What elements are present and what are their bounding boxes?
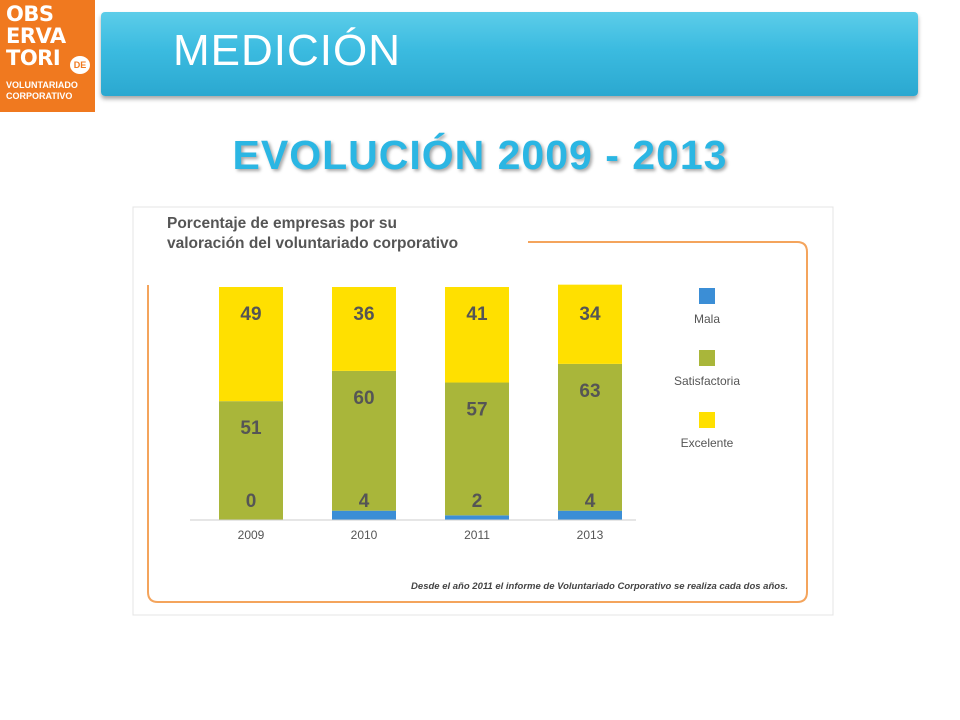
legend-swatch-mala: [699, 288, 715, 304]
data-label-excelente-2011: 41: [466, 304, 488, 325]
data-label-excelente-2013: 34: [579, 304, 601, 325]
bar-satisfactoria-2013: [558, 363, 622, 511]
x-ticks: 2009 2010 2011 2013: [238, 528, 604, 542]
header-banner: MEDICIÓN: [101, 12, 918, 96]
bar-satisfactoria-2010: [332, 370, 396, 511]
bar-excelente-2010: [332, 287, 396, 371]
bar-mala-2013: [558, 510, 622, 520]
legend-label-mala: Mala: [694, 312, 720, 326]
data-label-mala-2009: 0: [246, 491, 257, 512]
legend-swatch-satisfactoria: [699, 350, 715, 366]
data-label-satisfactoria-2013: 63: [579, 381, 600, 402]
chart-frame: [147, 241, 808, 603]
logo-line-1: OBS: [6, 2, 54, 26]
slide-subtitle: EVOLUCIÓN 2009 - 2013: [232, 132, 728, 178]
bar-mala-2011: [445, 515, 509, 520]
data-label-satisfactoria-2009: 51: [240, 418, 262, 439]
data-label-mala-2013: 4: [585, 491, 596, 512]
x-tick-2013: 2013: [577, 528, 604, 542]
chart-title-line-2: valoración del voluntariado corporativo: [167, 235, 458, 252]
bar-satisfactoria-2011: [445, 382, 509, 516]
data-label-excelente-2009: 49: [240, 304, 261, 325]
bar-excelente-2009: [219, 287, 283, 402]
logo-badge: DE: [70, 56, 90, 74]
logo-sub-2: CORPORATIVO: [6, 91, 73, 101]
logo-line-3: TORI: [6, 46, 61, 70]
chart-footnote: Desde el año 2011 el informe de Voluntar…: [411, 581, 788, 592]
logo-sub-1: VOLUNTARIADO: [6, 80, 78, 90]
legend-label-satisfactoria: Satisfactoria: [674, 374, 740, 388]
x-tick-2009: 2009: [238, 528, 265, 542]
chart-title-line-1: Porcentaje de empresas por su: [167, 215, 397, 232]
data-label-mala-2011: 2: [472, 491, 483, 512]
bars-group: 49 51 0 36 60 4 41 57 2 34 63 4: [219, 284, 622, 520]
observatorio-logo: OBS ERVA TORI DE VOLUNTARIADO CORPORATIV…: [0, 0, 95, 112]
page-title: MEDICIÓN: [173, 26, 401, 75]
data-label-mala-2010: 4: [359, 491, 370, 512]
bar-satisfactoria-2009: [219, 401, 283, 520]
x-tick-2010: 2010: [351, 528, 378, 542]
x-tick-2011: 2011: [464, 528, 490, 542]
data-label-excelente-2010: 36: [353, 304, 374, 325]
bar-excelente-2013: [558, 284, 622, 364]
data-label-satisfactoria-2011: 57: [466, 400, 487, 421]
bar-excelente-2011: [445, 287, 509, 383]
legend-label-excelente: Excelente: [681, 436, 734, 450]
logo-line-2: ERVA: [6, 24, 66, 48]
legend-swatch-excelente: [699, 412, 715, 428]
legend: Mala Satisfactoria Excelente: [674, 288, 740, 450]
data-label-satisfactoria-2010: 60: [353, 388, 374, 409]
bar-mala-2010: [332, 510, 396, 520]
